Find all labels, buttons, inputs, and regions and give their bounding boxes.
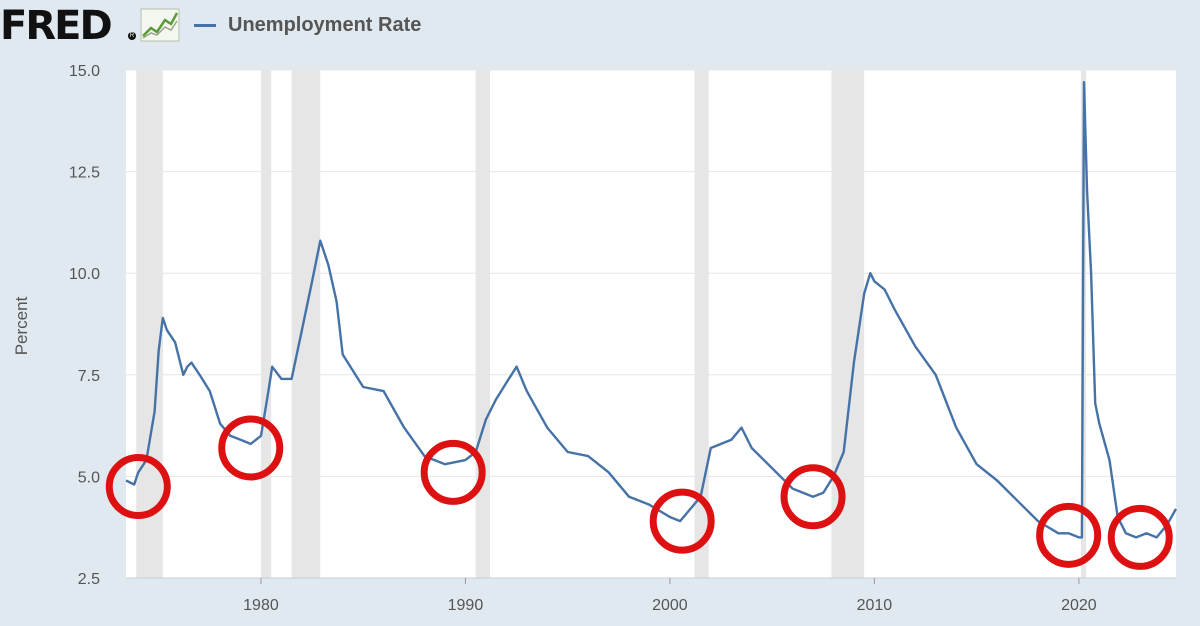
recession-band [291, 70, 321, 578]
y-tick-label: 10.0 [69, 266, 100, 283]
recession-band [136, 70, 163, 578]
legend-label: Unemployment Rate [228, 13, 422, 36]
highlight-circle [780, 464, 846, 530]
x-tick-label: 2010 [857, 597, 893, 614]
unemployment-rate-line [125, 80, 1178, 539]
chart-legend[interactable]: Unemployment Rate [194, 12, 421, 38]
x-tick-label: 2000 [652, 597, 688, 614]
line-chart-logo-icon [140, 8, 180, 42]
y-tick-label: 12.5 [69, 165, 100, 182]
highlight-circle [1036, 502, 1102, 568]
recession-band [694, 70, 709, 578]
y-tick-label: 2.5 [78, 571, 100, 588]
x-tick-label: 2020 [1061, 597, 1097, 614]
highlight-circle [218, 415, 284, 481]
highlight-circle [1107, 504, 1173, 570]
recession-band [475, 70, 490, 578]
highlight-circle [420, 439, 486, 505]
y-tick-label: 5.0 [78, 469, 100, 486]
recession-band [260, 70, 272, 578]
highlight-circle [649, 488, 715, 554]
x-tick-label: 1990 [448, 597, 484, 614]
legend-swatch [194, 23, 216, 27]
x-tick-label: 1980 [243, 597, 279, 614]
highlight-circle [105, 454, 171, 520]
y-tick-label: 15.0 [69, 63, 100, 80]
chart-header: FRED R Unemployment Rate [0, 0, 1200, 50]
fred-logo[interactable]: FRED [0, 3, 113, 49]
y-tick-label: 7.5 [78, 368, 100, 385]
registered-mark-icon: R [128, 32, 136, 40]
